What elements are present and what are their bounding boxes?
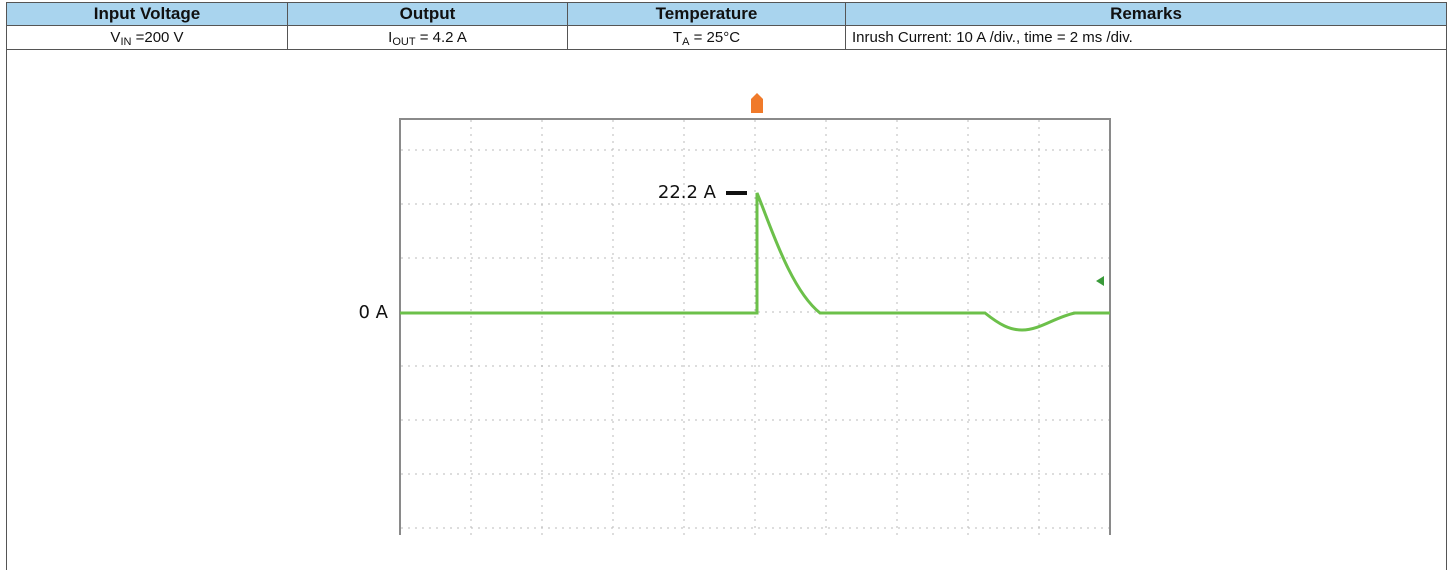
header-cell: Output: [288, 3, 568, 26]
header-cell: Temperature: [568, 3, 846, 26]
subscript: OUT: [392, 36, 415, 48]
zero-label: 0 A: [359, 302, 389, 323]
cell: VIN =200 V: [7, 26, 288, 50]
text: T: [673, 29, 682, 46]
header-cell: Remarks: [846, 3, 1447, 26]
trigger-marker-tip: [751, 93, 763, 99]
trigger-marker: [751, 99, 763, 113]
cell: IOUT = 4.2 A: [288, 26, 568, 50]
subscript: IN: [120, 36, 131, 48]
cell: TA = 25°C: [568, 26, 846, 50]
data-row: VIN =200 V IOUT = 4.2 A TA = 25°C Inrush…: [7, 26, 1447, 50]
header-cell: Input Voltage: [7, 3, 288, 26]
cell: Inrush Current: 10 A /div., time = 2 ms …: [846, 26, 1447, 50]
text: V: [110, 29, 120, 46]
scope-figure: 22.2 A 0 A: [0, 49, 1452, 535]
header-row: Input Voltage Output Temperature Remarks: [7, 3, 1447, 26]
text: = 4.2 A: [416, 29, 467, 46]
text: = 25°C: [689, 29, 740, 46]
page: Input Voltage Output Temperature Remarks…: [0, 0, 1452, 535]
text: =200 V: [131, 29, 183, 46]
peak-label: 22.2 A: [658, 182, 717, 203]
